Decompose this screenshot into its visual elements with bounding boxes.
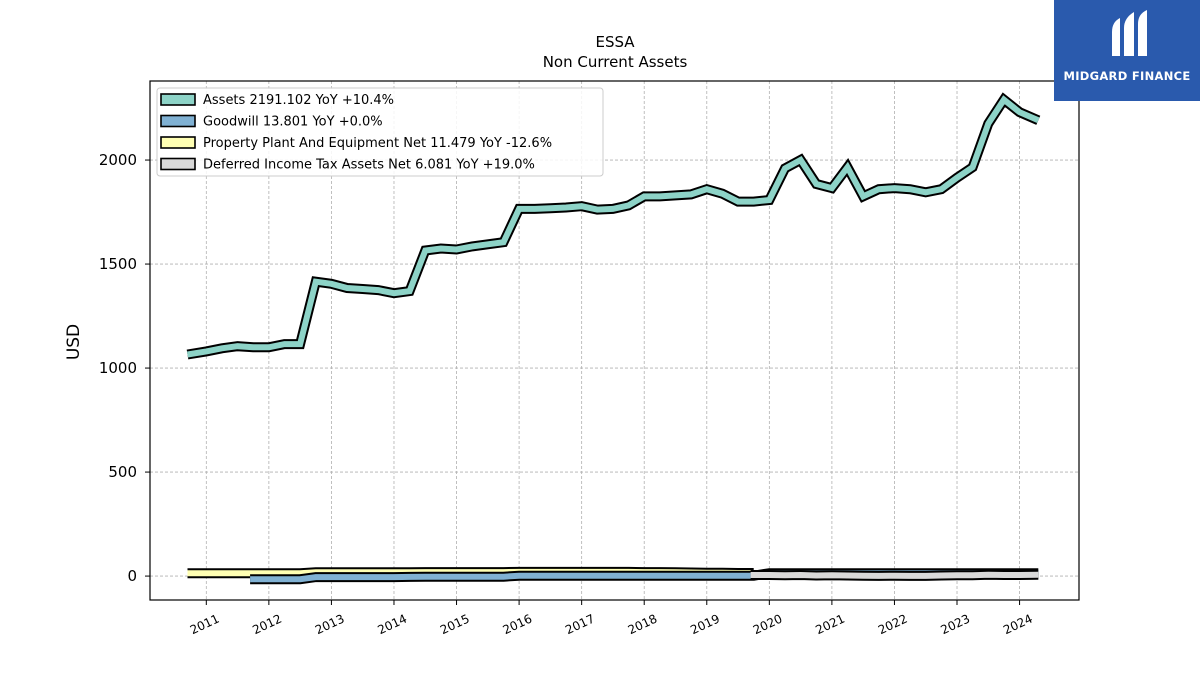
legend-entry: Property Plant And Equipment Net 11.479 …	[203, 136, 552, 151]
midgard-finance-logo: MIDGARD FINANCE	[1054, 0, 1200, 101]
x-tick-label: 2013	[313, 612, 347, 638]
x-tick-label: 2019	[688, 612, 722, 638]
x-tick-label: 2012	[250, 612, 284, 638]
series-3	[750, 569, 1039, 581]
x-tick-label: 2024	[1001, 612, 1035, 638]
plot-frame	[149, 80, 1080, 601]
logo-mark-icon	[1112, 10, 1147, 56]
y-tick-label: 0	[127, 567, 137, 585]
series-0	[186, 92, 1041, 360]
series-layer	[186, 92, 1041, 585]
x-tick-label: 2011	[188, 612, 222, 638]
x-tick-label: 2017	[563, 612, 597, 638]
x-tick-label: 2023	[939, 612, 973, 638]
x-tick-label: 2014	[375, 612, 409, 638]
y-tick-label: 500	[108, 463, 137, 481]
series-line	[750, 571, 1039, 579]
x-tick-label: 2021	[813, 612, 847, 638]
legend-swatch	[160, 93, 196, 106]
x-tick-label: 2022	[876, 612, 910, 638]
legend-entry: Goodwill 13.801 YoY +0.0%	[203, 115, 383, 130]
chart-title: ESSA	[595, 33, 635, 51]
legend: Assets 2191.102 YoY +10.4% Goodwill 13.80…	[156, 87, 604, 177]
legend-entry: Deferred Income Tax Assets Net 6.081 YoY…	[203, 158, 535, 173]
x-tick-label: 2015	[438, 612, 472, 638]
legend-box	[156, 87, 604, 177]
y-tick-label: 1500	[99, 255, 137, 273]
x-tick-label: 2018	[626, 612, 660, 638]
logo-text: MIDGARD FINANCE	[1063, 69, 1191, 83]
legend-swatch	[160, 136, 196, 149]
chart-subtitle: Non Current Assets	[543, 53, 688, 71]
legend-entry: Assets 2191.102 YoY +10.4%	[203, 93, 394, 108]
y-tick-label: 2000	[99, 151, 137, 169]
y-tick-label: 1000	[99, 359, 137, 377]
legend-swatch	[160, 157, 196, 171]
x-tick-label: 2020	[751, 612, 785, 638]
y-axis-label: USD	[64, 324, 84, 360]
x-tick-label: 2016	[501, 612, 535, 638]
legend-swatch	[160, 114, 196, 128]
series-line	[187, 95, 1040, 358]
